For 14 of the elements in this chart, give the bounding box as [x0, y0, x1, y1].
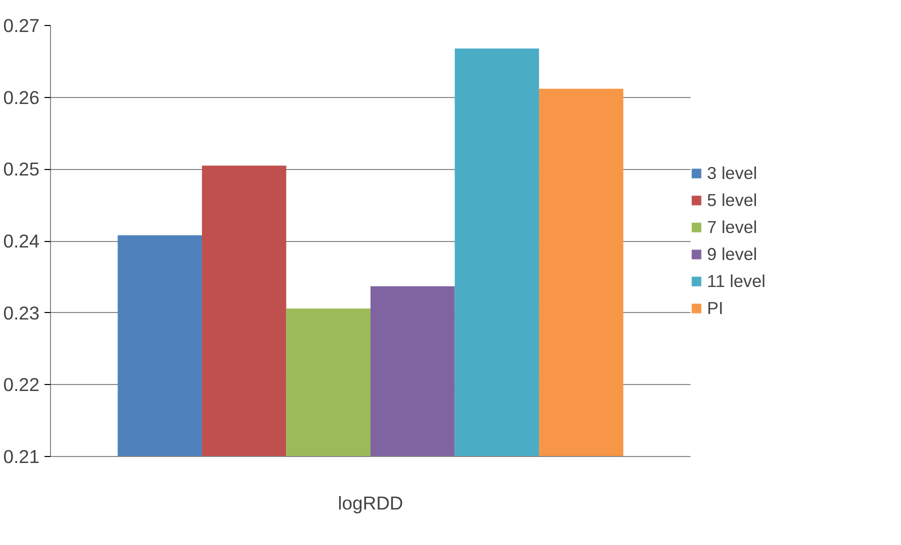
x-tick-label: logRDD — [338, 492, 404, 514]
y-tick-label: 0.26 — [3, 86, 40, 108]
y-tick-label: 0.22 — [3, 374, 40, 396]
legend-label: 7 level — [707, 216, 758, 238]
y-tick-label: 0.23 — [3, 302, 40, 324]
y-tick-label: 0.27 — [3, 15, 40, 36]
legend-label: 11 level — [707, 270, 766, 292]
y-tick-label: 0.24 — [3, 230, 40, 252]
y-tick-label: 0.25 — [3, 158, 40, 180]
legend-label: 5 level — [707, 190, 758, 210]
legend-label: 3 level — [707, 162, 758, 184]
y-tick-label: 0.21 — [3, 446, 40, 467]
legend-label: 9 level — [707, 244, 758, 264]
legend-label: PI — [707, 298, 724, 318]
